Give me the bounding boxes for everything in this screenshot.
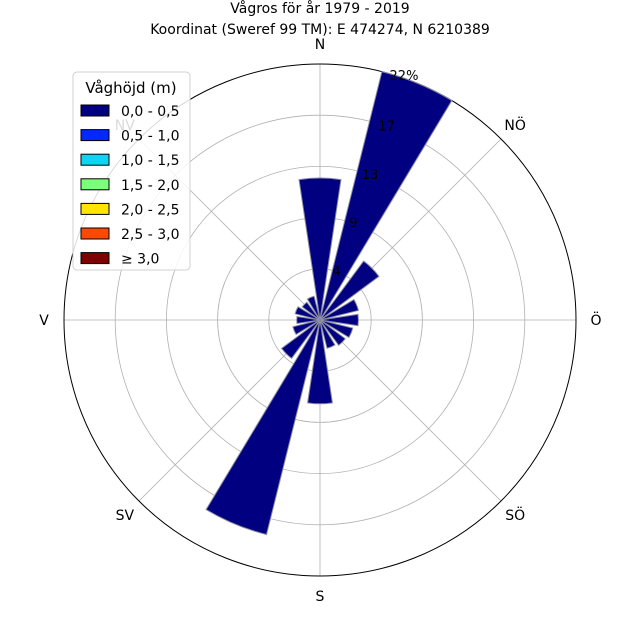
radial-tick-labels: 4 9 13 17 22% [333,69,419,280]
direction-labels: NNÖÖSÖSSVVNV [39,37,601,605]
direction-label-3: Ö [590,311,601,329]
sector-bar-337.5 [306,295,321,321]
sector-bar-112.5 [319,319,354,339]
grid-spoke-4 [319,319,502,502]
legend-label-3: 1,0 - 1,5 [121,153,179,169]
direction-label-1: N [315,37,325,53]
legend-swatch-5 [80,202,110,215]
sector-bar-0 [298,177,342,321]
sector-bar-202.5 [205,319,321,536]
legend-title: Våghöjd (m) [85,79,176,97]
sector-bar-180 [307,319,333,405]
sector-bar-247.5 [292,319,321,336]
sector-bar-67.5 [319,298,359,321]
legend-swatch-2 [80,129,110,142]
chart-title-line2: Koordinat (Sweref 99 TM): E 474274, N 62… [150,22,490,38]
sector-bar-135 [319,319,346,346]
sector-bar-270 [296,315,321,325]
legend-swatch-6 [80,227,110,240]
radial-tick-5: 22% [390,69,419,84]
radial-tick-3: 13 [362,168,379,183]
sector-bar-45 [319,260,380,321]
direction-label-6: SV [116,508,135,524]
sector-bars [205,70,453,536]
radial-tick-4: 17 [378,119,395,134]
chart-title-line1: Vågros för år 1979 - 2019 [230,0,409,17]
legend: Våghöjd (m) 0,0 - 0,5 0,5 - 1,0 1,0 - 1,5 1,… [72,71,191,271]
sector-bar-225 [280,319,321,360]
legend-swatch-4 [80,178,110,191]
sector-bar-292.5 [294,306,321,321]
sector-bar-22.5 [319,70,453,321]
legend-label-5: 2,0 - 2,5 [121,202,179,218]
legend-label-7: ≥ 3,0 [121,252,159,268]
sector-bar-90 [319,313,359,327]
legend-swatch-7 [80,252,110,265]
legend-swatch-1 [80,104,110,117]
outer-ring [63,63,577,577]
legend-label-4: 1,5 - 2,0 [121,178,179,194]
direction-label-5: S [316,589,325,605]
legend-label-1: 0,0 - 0,5 [121,104,179,120]
legend-label-6: 2,5 - 3,0 [121,227,179,243]
sector-bar-315 [301,301,321,321]
radial-tick-2: 9 [349,216,357,231]
legend-frame [72,71,191,271]
sector-bar-157.5 [319,319,336,349]
legend-label-2: 0,5 - 1,0 [121,129,179,145]
direction-label-2: NÖ [504,116,526,134]
legend-swatch-3 [80,153,110,166]
radial-tick-1: 4 [333,265,341,280]
direction-label-7: V [39,313,49,329]
direction-label-4: SÖ [505,506,525,524]
